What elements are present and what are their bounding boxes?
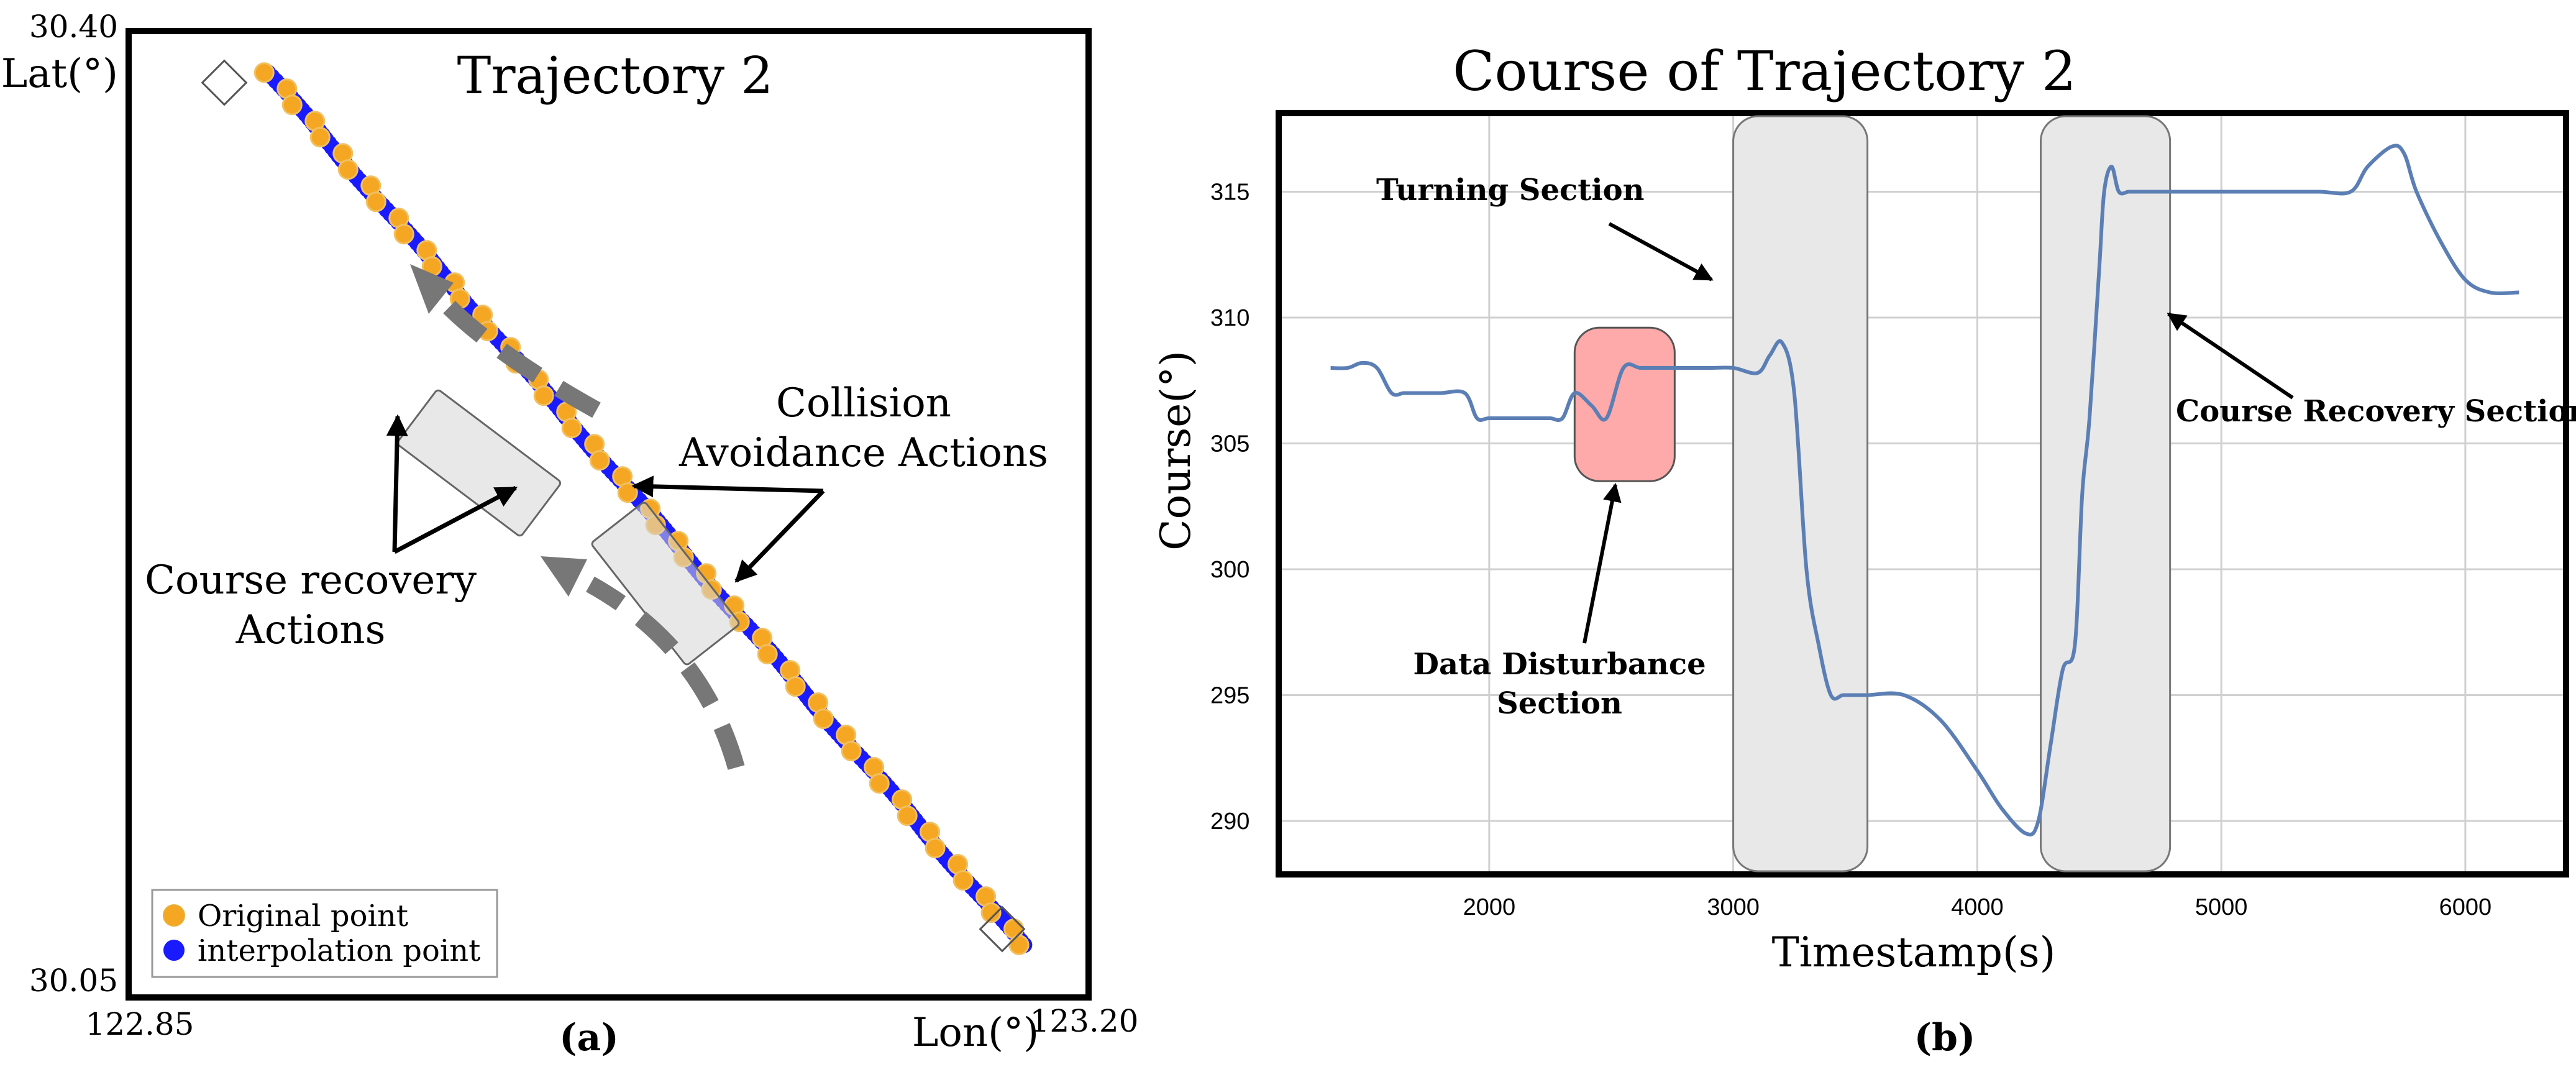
- original-point: [980, 902, 1002, 923]
- panel-b-title: Course of Trajectory 2: [1453, 39, 2076, 103]
- legend-original-label: Original point: [198, 899, 408, 933]
- recovery-action-box: [396, 389, 562, 537]
- y-tick-label: 310: [1210, 305, 1249, 331]
- panel-b-frame: [1276, 110, 2569, 878]
- ship-direction-arrowhead-upper: [410, 264, 454, 314]
- legend-original-marker: [163, 904, 185, 927]
- panel-a-label: (a): [559, 1016, 619, 1060]
- panel-a-y-tick-bottom: 30.05: [29, 963, 118, 999]
- panel-a-legend: Original point interpolation point: [151, 889, 498, 978]
- collision-label-line2: Avoidance Actions: [678, 430, 1048, 476]
- original-point: [841, 741, 862, 762]
- y-tick-label: 305: [1210, 431, 1249, 457]
- original-point: [393, 224, 414, 245]
- collision-label-line1: Collision: [776, 380, 951, 426]
- disturbance-section-label-line2: Section: [1497, 686, 1622, 721]
- start-point-box: [201, 59, 248, 106]
- recovery-label-line2: Actions: [235, 607, 386, 653]
- shaded-section-data-disturbance-section: [1573, 326, 1676, 482]
- panel-a-x-tick-left: 122.85: [86, 1006, 194, 1042]
- y-tick-label: 315: [1210, 180, 1249, 206]
- original-point: [309, 127, 331, 148]
- x-tick-label: 6000: [2439, 894, 2492, 920]
- original-point: [337, 159, 359, 180]
- disturbance-section-label-line1: Data Disturbance: [1413, 647, 1706, 682]
- original-point: [785, 676, 806, 697]
- y-tick-label: 295: [1210, 683, 1249, 709]
- y-tick-label: 290: [1210, 809, 1249, 835]
- recovery-arrow-vertical: [386, 414, 408, 552]
- collision-arrow-lower: [734, 489, 825, 583]
- x-tick-label: 2000: [1463, 894, 1516, 920]
- original-point: [1008, 935, 1030, 955]
- x-tick-label: 4000: [1951, 894, 2004, 920]
- original-point: [561, 418, 582, 439]
- ship-direction-arrowhead-lower: [541, 556, 587, 597]
- panel-a-ylabel: Lat(°): [1, 51, 118, 97]
- original-point: [365, 191, 386, 213]
- panel-a: Trajectory 2 30.40 Lat(°) 30.05 122.85 1…: [1, 9, 1139, 1060]
- x-tick-label: 5000: [2195, 894, 2248, 920]
- y-tick-label: 300: [1210, 557, 1249, 583]
- original-point: [952, 870, 974, 891]
- panel-b-y-ticks: 290 295 300 305 310 315: [1210, 180, 1249, 835]
- recovery-section-label: Course Recovery Section: [2176, 394, 2576, 429]
- original-point: [589, 450, 610, 471]
- original-point: [897, 805, 918, 827]
- turning-section-arrow: [1608, 222, 1714, 282]
- legend-interpolation-marker: [163, 940, 185, 961]
- collision-action-box: [591, 502, 740, 666]
- panel-b-xlabel: Timestamp(s): [1772, 928, 2056, 976]
- ship-direction-arrow-upper: [428, 286, 601, 418]
- end-point-box: [979, 905, 1026, 953]
- original-point: [533, 385, 554, 406]
- panel-b-ylabel: Course(°): [1152, 351, 1200, 551]
- original-point: [253, 62, 275, 83]
- legend-box: [151, 889, 498, 978]
- recovery-arrow-diagonal: [393, 485, 518, 554]
- panel-b-x-ticks: 2000 3000 4000 5000 6000: [1463, 894, 2492, 920]
- legend-interpolation-label: interpolation point: [198, 933, 480, 968]
- panel-a-y-tick-top: 30.40: [29, 9, 118, 45]
- disturbance-section-arrow: [1583, 483, 1622, 644]
- panel-a-title: Trajectory 2: [457, 47, 774, 106]
- panel-b: Course of Trajectory 2 290 295 300 305 310 31…: [1152, 39, 2576, 1060]
- original-point: [813, 708, 834, 730]
- recovery-label-line1: Course recovery: [145, 557, 477, 603]
- original-point: [281, 94, 303, 116]
- shaded-section-course-recovery-section: [2039, 115, 2172, 873]
- course-line: [1330, 144, 2519, 836]
- ship-direction-arrow-lower: [586, 576, 745, 770]
- original-point: [925, 838, 946, 859]
- original-point: [869, 773, 890, 794]
- recovery-section-arrow: [2167, 312, 2294, 400]
- collision-arrow-upper: [631, 475, 824, 498]
- panel-b-label: (b): [1914, 1016, 1976, 1060]
- panel-a-xlabel: Lon(°): [912, 1010, 1039, 1056]
- x-tick-label: 3000: [1707, 894, 1760, 920]
- original-point: [757, 644, 778, 665]
- panel-a-x-tick-right: 123.20: [1030, 1003, 1139, 1039]
- turning-section-label: Turning Section: [1376, 173, 1645, 208]
